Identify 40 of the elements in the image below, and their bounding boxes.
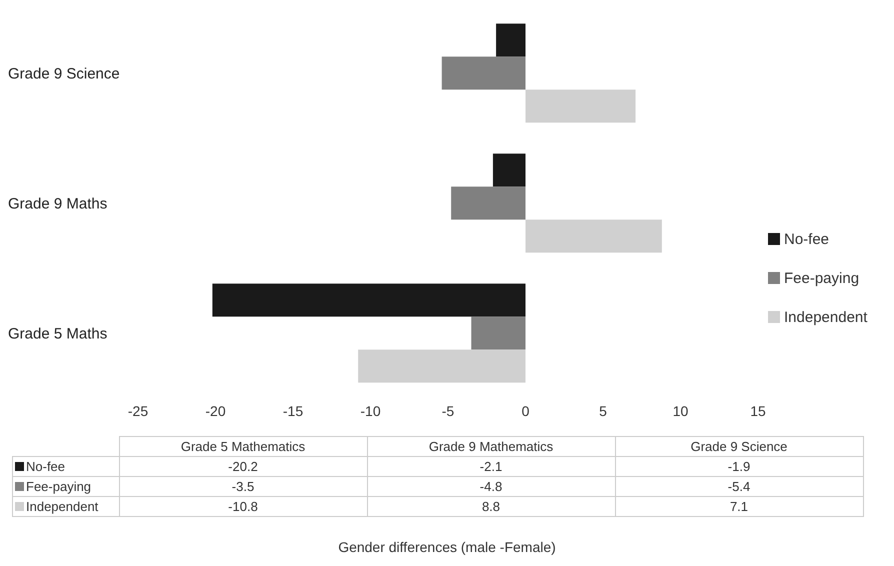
y-tick-label: Grade 9 Science <box>8 65 120 82</box>
bar <box>451 186 526 220</box>
x-tick-label: -15 <box>282 402 304 419</box>
legend-label: No-fee <box>783 230 830 248</box>
x-tick-label: -25 <box>128 402 148 419</box>
y-tick-label: Grade 5 Maths <box>8 325 108 342</box>
data-label: -10.8 <box>119 496 367 516</box>
data-label: -2.1 <box>367 456 615 476</box>
x-tick-label: -10 <box>360 402 381 419</box>
x-tick-label: 15 <box>750 402 766 419</box>
category-label: Grade 5 Mathematics <box>119 436 367 456</box>
legend-label: Fee-paying <box>12 476 119 496</box>
bar <box>358 350 526 383</box>
legend-label: Independent <box>12 496 119 516</box>
x-tick-label: 5 <box>599 402 608 419</box>
data-label: 8.8 <box>367 496 615 516</box>
bar <box>471 316 526 350</box>
data-label: -20.2 <box>119 456 367 476</box>
x-tick-label: -5 <box>442 402 454 419</box>
bar <box>442 56 526 90</box>
x-tick-label: 0 <box>522 402 530 419</box>
data-label: -1.9 <box>615 456 863 476</box>
category-label: Grade 9 Science <box>615 436 863 456</box>
legend-label: Independent <box>783 308 868 326</box>
bar <box>212 284 526 317</box>
data-label: -3.5 <box>119 476 367 496</box>
bar <box>526 220 662 253</box>
legend-label: No-fee <box>12 456 119 476</box>
y-tick-label: Grade 9 Maths <box>8 195 108 212</box>
bar <box>492 154 526 187</box>
legend-label: Fee-paying <box>783 270 860 286</box>
x-tick-label: -20 <box>205 402 226 419</box>
data-label: 7.1 <box>615 496 863 516</box>
category-label: Grade 9 Mathematics <box>367 436 615 456</box>
data-label: -4.8 <box>367 476 615 496</box>
bar <box>496 24 526 57</box>
text: Gender differences (male -Female) <box>337 539 557 555</box>
data-label: -5.4 <box>615 476 863 496</box>
x-tick-label: 10 <box>672 402 688 419</box>
bar <box>526 90 636 123</box>
